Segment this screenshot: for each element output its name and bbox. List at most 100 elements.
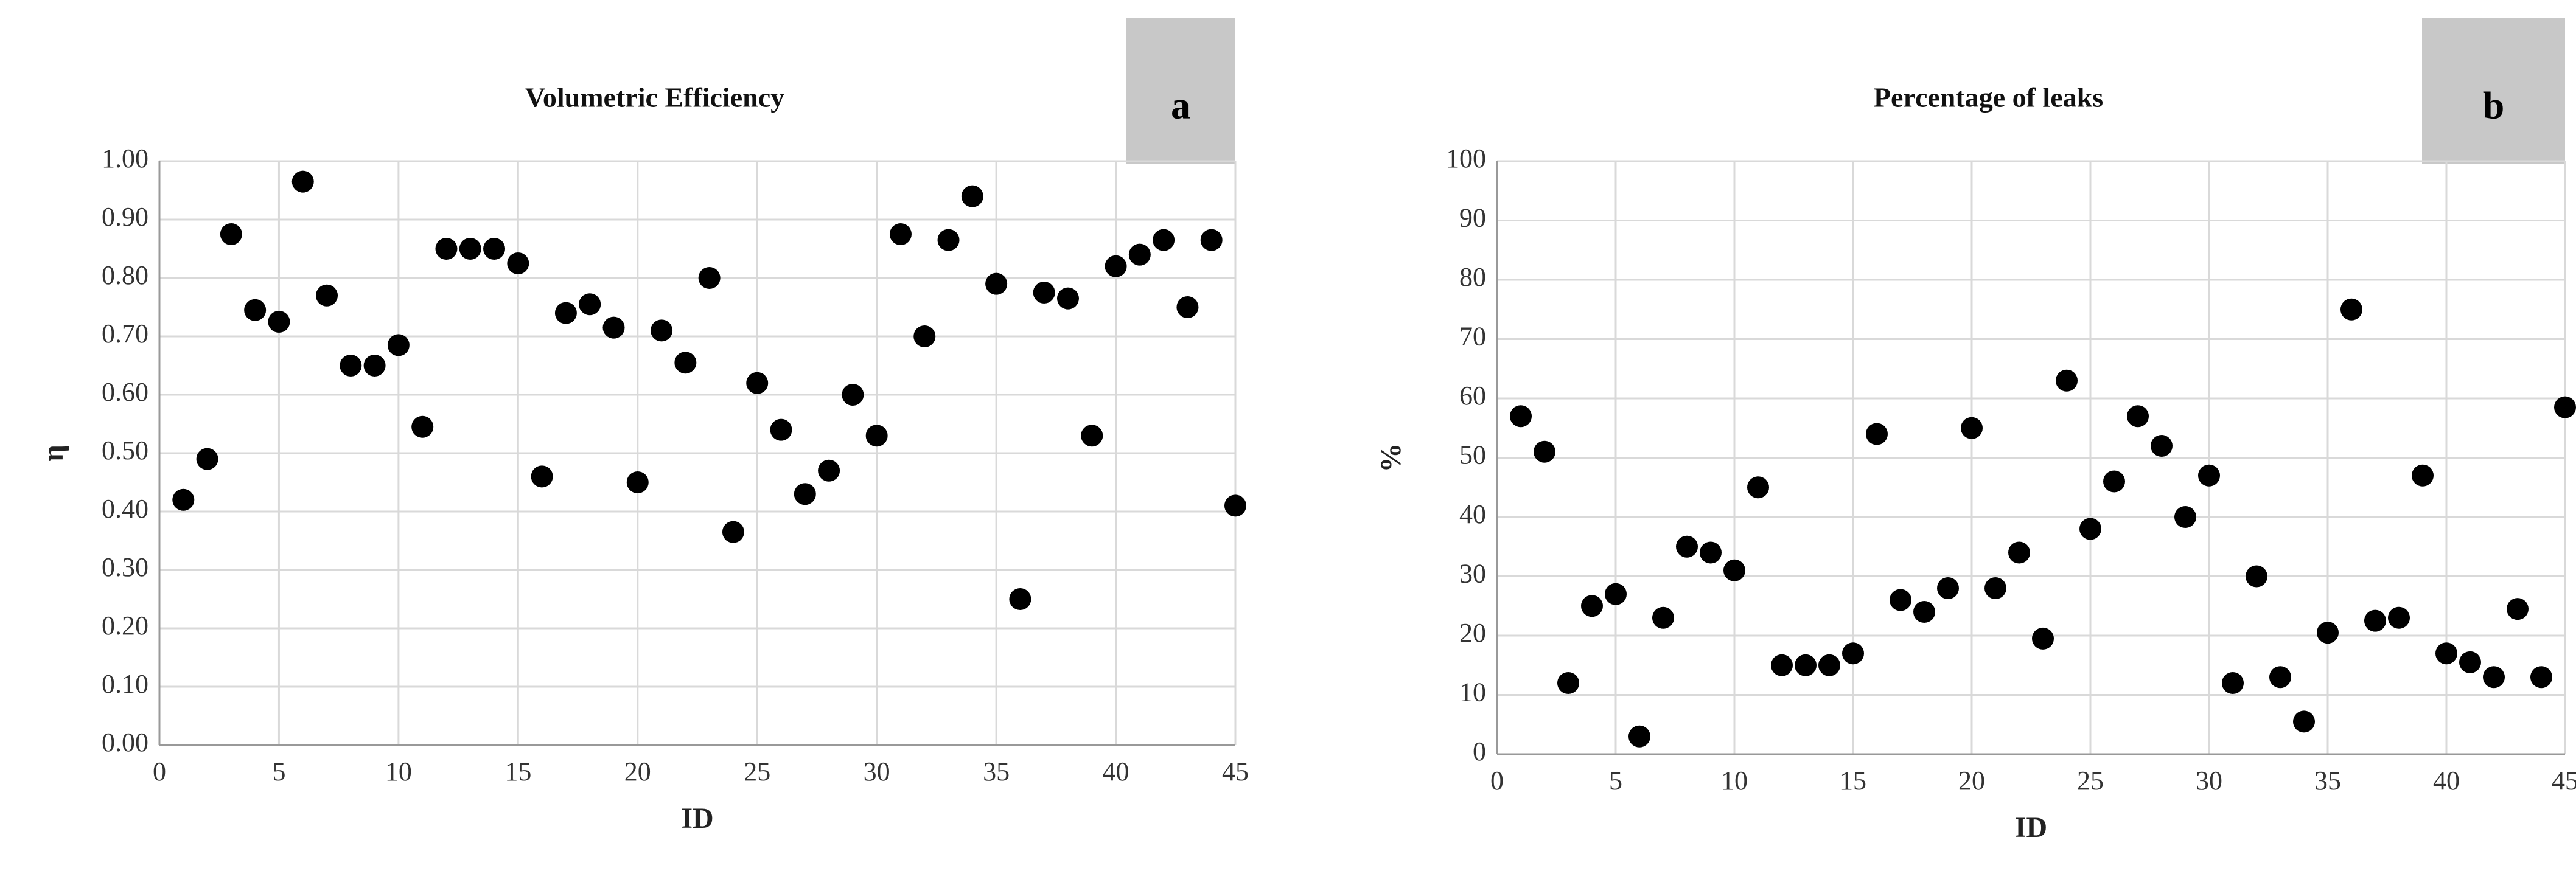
panel-box: [2422, 18, 2565, 164]
point: [1676, 535, 1698, 558]
point: [507, 252, 529, 274]
point: [626, 471, 649, 493]
point: [579, 293, 601, 316]
y-tick-label: 0.50: [102, 436, 148, 465]
point: [2483, 666, 2505, 689]
point: [531, 465, 553, 488]
chart-title: Volumetric Efficiency: [525, 82, 784, 113]
point: [1700, 541, 1722, 564]
y-axis-title: η: [37, 445, 69, 461]
point: [1200, 229, 1223, 251]
x-tick-label: 30: [864, 757, 890, 786]
point: [1771, 654, 1793, 676]
x-tick-label: 10: [385, 757, 412, 786]
point: [1913, 601, 1935, 623]
point: [889, 223, 912, 245]
point: [1056, 287, 1079, 310]
point: [2127, 405, 2149, 428]
x-tick-label: 45: [1222, 757, 1249, 786]
point: [1961, 417, 1983, 439]
point: [2174, 506, 2196, 528]
point: [2198, 464, 2220, 487]
x-tick-label: 20: [624, 757, 651, 786]
point: [1534, 440, 1555, 463]
y-tick-label: 0.60: [102, 377, 148, 407]
y-tick-label: 80: [1459, 262, 1486, 292]
point: [1081, 425, 1103, 447]
point: [1890, 589, 1911, 611]
point: [1224, 494, 1246, 517]
point: [268, 311, 290, 333]
point: [1557, 672, 1579, 694]
y-tick-label: 0: [1473, 737, 1486, 766]
point: [316, 284, 338, 307]
x-tick-label: 20: [1958, 766, 1985, 796]
point: [2435, 642, 2457, 665]
point: [2032, 627, 2054, 650]
point: [1153, 229, 1175, 251]
point: [1605, 583, 1627, 605]
point: [220, 223, 242, 245]
y-tick-label: 0.90: [102, 202, 148, 232]
point: [2530, 666, 2552, 689]
point: [2151, 435, 2173, 457]
y-tick-label: 60: [1459, 381, 1486, 411]
y-tick-label: 0.00: [102, 727, 148, 757]
point: [1628, 725, 1650, 748]
point: [1747, 476, 1769, 499]
point: [459, 238, 481, 260]
panel-label: b: [2483, 84, 2505, 127]
y-tick-label: 0.70: [102, 319, 148, 349]
y-tick-label: 90: [1459, 203, 1486, 233]
point: [1866, 423, 1888, 445]
point: [1105, 255, 1127, 277]
point: [794, 483, 816, 505]
point: [746, 372, 769, 394]
x-tick-label: 0: [153, 757, 166, 786]
point: [2103, 470, 2125, 493]
point: [1652, 606, 1674, 629]
y-tick-label: 20: [1459, 618, 1486, 648]
point: [985, 272, 1008, 295]
point: [554, 302, 577, 324]
point: [2008, 541, 2030, 564]
point: [913, 325, 936, 347]
y-tick-label: 40: [1459, 499, 1486, 529]
chart-title: Percentage of leaks: [1874, 82, 2103, 113]
y-tick-label: 0.80: [102, 260, 148, 290]
y-tick-label: 0.40: [102, 494, 148, 524]
y-tick-label: 50: [1459, 440, 1486, 470]
x-axis-title: ID: [681, 802, 713, 835]
y-tick-label: 0.20: [102, 611, 148, 640]
x-tick-label: 35: [983, 757, 1010, 786]
y-tick-label: 10: [1459, 678, 1486, 707]
y-tick-label: 0.10: [102, 669, 148, 699]
point: [2222, 672, 2244, 694]
point: [2246, 565, 2267, 588]
x-tick-label: 5: [1609, 766, 1622, 796]
x-tick-label: 40: [2433, 766, 2460, 796]
x-tick-label: 45: [2552, 766, 2576, 796]
point: [2056, 369, 2078, 392]
point: [1984, 577, 2006, 599]
x-axis-title: ID: [2015, 811, 2047, 844]
point: [865, 425, 888, 447]
point: [818, 459, 840, 482]
point: [2364, 609, 2386, 632]
point: [1009, 588, 1031, 610]
point: [291, 170, 314, 193]
point: [411, 415, 434, 438]
point: [172, 488, 195, 511]
point: [1842, 642, 1864, 665]
y-tick-label: 100: [1446, 144, 1486, 173]
x-tick-label: 25: [2077, 766, 2104, 796]
x-tick-label: 30: [2196, 766, 2222, 796]
panel-box: [1126, 18, 1235, 164]
point: [1937, 577, 1959, 599]
point: [244, 299, 267, 321]
point: [435, 238, 458, 260]
point: [483, 238, 506, 260]
point: [937, 229, 960, 251]
y-axis-title: %: [1375, 443, 1407, 473]
